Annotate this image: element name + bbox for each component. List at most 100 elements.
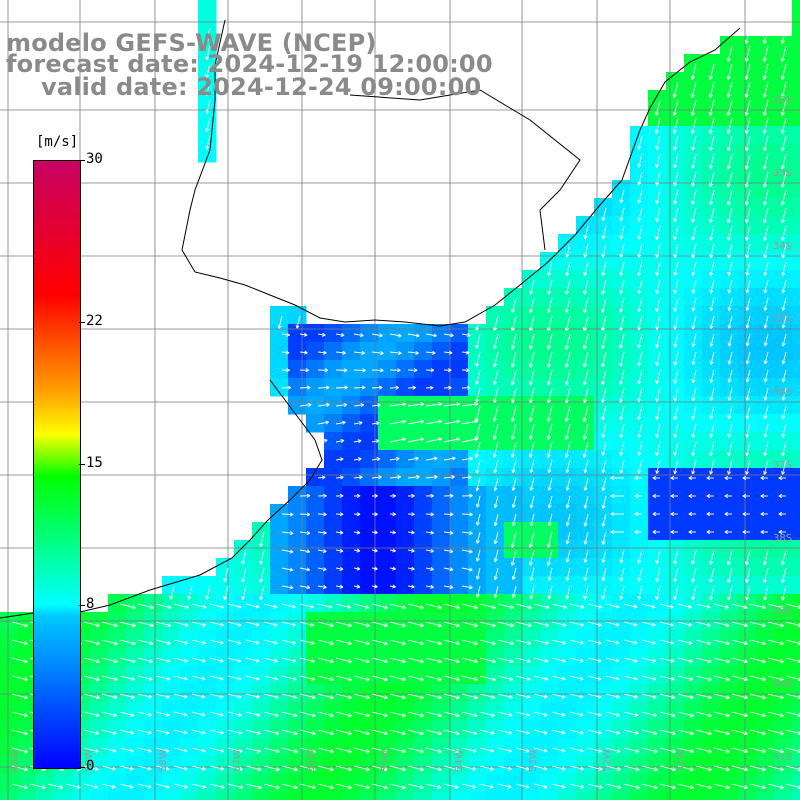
wind-arrow: [425, 621, 442, 628]
field-cell: [756, 162, 775, 181]
field-cell: [720, 738, 739, 757]
wind-arrow: [353, 493, 361, 498]
wind-arrow: [317, 512, 327, 517]
wind-arrow: [443, 475, 455, 480]
field-cell: [612, 450, 631, 469]
wind-arrow: [425, 402, 443, 407]
wind-arrow: [677, 729, 694, 736]
field-cell: [648, 558, 667, 577]
field-cell: [756, 90, 775, 109]
field-cell: [648, 360, 667, 379]
field-cell: [504, 378, 523, 397]
wind-arrow: [691, 369, 697, 384]
wind-arrow: [731, 657, 748, 664]
wind-arrow: [335, 603, 351, 609]
field-cell: [18, 720, 37, 739]
wind-arrow: [173, 729, 188, 735]
wind-arrow: [475, 513, 481, 526]
field-cell: [288, 774, 307, 793]
wind-arrow: [781, 423, 787, 438]
field-cell: [468, 630, 487, 649]
field-cell: [324, 378, 343, 397]
field-cell: [756, 594, 775, 613]
wind-arrow: [205, 117, 211, 132]
wind-arrow: [137, 603, 154, 610]
field-cell: [576, 252, 595, 271]
wind-arrow: [673, 135, 679, 151]
field-cell: [288, 630, 307, 649]
field-cell: [270, 648, 289, 667]
wind-arrow: [371, 333, 383, 338]
field-cell: [378, 648, 397, 667]
field-cell: [306, 522, 325, 541]
field-cell: [738, 774, 757, 793]
field-cell: [540, 504, 559, 523]
wind-arrow: [510, 423, 517, 440]
wind-arrow: [673, 171, 679, 187]
field-cell: [612, 774, 631, 793]
field-cell: [18, 774, 37, 793]
field-cell: [648, 216, 667, 235]
field-cell: [288, 540, 307, 559]
wind-arrow: [727, 315, 733, 329]
wind-arrow: [641, 765, 658, 772]
field-cell: [540, 360, 559, 379]
field-cell: [720, 630, 739, 649]
wind-arrow: [371, 368, 384, 373]
field-cell: [684, 162, 703, 181]
field-cell: [792, 630, 800, 649]
field-cell: [594, 270, 613, 289]
field-cell: [486, 468, 505, 487]
field-cell: [594, 558, 613, 577]
field-cell: [720, 252, 739, 271]
field-cell: [774, 360, 793, 379]
wind-arrow: [389, 419, 407, 425]
wind-arrow: [744, 63, 751, 80]
field-cell: [738, 486, 757, 505]
wind-arrow: [101, 711, 117, 717]
field-cell: [540, 414, 559, 433]
field-cell: [756, 270, 775, 289]
field-cell: [558, 774, 577, 793]
field-cell: [720, 198, 739, 217]
wind-arrow: [425, 603, 442, 610]
wind-arrow: [371, 566, 378, 571]
field-cell: [720, 576, 739, 595]
field-cell: [576, 594, 595, 613]
wind-arrow: [511, 459, 517, 474]
field-cell: [90, 774, 109, 793]
wind-arrow: [708, 189, 715, 206]
wind-arrow: [299, 729, 316, 736]
wind-arrow: [760, 475, 768, 481]
field-cell: [756, 378, 775, 397]
field-cell: [774, 720, 793, 739]
wind-arrow: [749, 765, 766, 772]
field-cell: [774, 774, 793, 793]
field-cell: [342, 450, 361, 469]
field-cell: [666, 468, 685, 487]
wind-arrow: [461, 729, 478, 736]
field-cell: [504, 576, 523, 595]
wind-arrow: [677, 693, 694, 700]
wind-arrow: [637, 315, 643, 331]
field-cell: [522, 576, 541, 595]
field-cell: [72, 792, 91, 800]
wind-arrow: [691, 585, 697, 601]
field-cell: [684, 72, 703, 91]
wind-arrow: [659, 729, 676, 736]
wind-vectors: [11, 27, 800, 790]
wind-arrow: [601, 279, 607, 295]
wind-arrow: [492, 405, 499, 422]
wind-arrow: [155, 603, 172, 610]
wind-arrow: [353, 403, 365, 408]
field-cell: [774, 90, 793, 109]
wind-arrow: [641, 675, 657, 681]
wind-arrow: [601, 441, 607, 456]
wind-arrow: [371, 621, 388, 628]
wind-arrow: [781, 405, 787, 420]
wind-arrow: [610, 529, 624, 535]
wind-arrow: [763, 351, 769, 365]
field-cell: [324, 594, 343, 613]
wind-arrow: [335, 438, 345, 443]
field-cell: [432, 468, 451, 487]
